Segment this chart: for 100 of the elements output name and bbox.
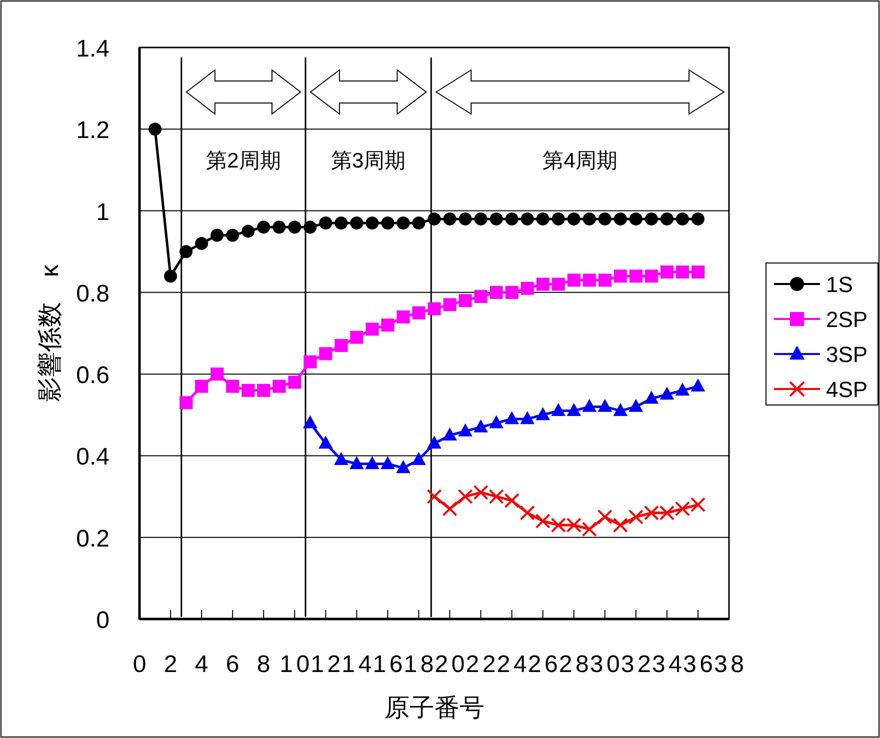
point	[428, 302, 441, 316]
y-axis-title: 影響係数 κ	[36, 264, 64, 402]
point	[458, 423, 472, 436]
point	[628, 398, 644, 412]
point	[644, 390, 659, 404]
point	[629, 212, 642, 226]
point	[396, 460, 410, 474]
point	[304, 220, 317, 234]
point	[458, 294, 472, 308]
y-tick-label: 0	[96, 607, 110, 634]
point	[567, 212, 580, 226]
point	[288, 220, 302, 234]
point	[272, 380, 286, 393]
point	[644, 212, 658, 226]
point	[490, 212, 503, 226]
point	[148, 122, 162, 136]
point	[272, 220, 286, 234]
point	[350, 330, 364, 344]
point	[691, 266, 704, 279]
x-tick-label: 16	[372, 651, 403, 678]
point	[674, 501, 690, 516]
point	[629, 270, 642, 283]
point	[660, 266, 674, 279]
x-tick-label: 2	[164, 651, 178, 678]
point	[474, 419, 488, 432]
point	[288, 376, 302, 389]
point	[628, 509, 644, 524]
point	[552, 278, 565, 291]
annotation: 第4周期	[542, 150, 618, 172]
x-tick-label: 32	[620, 651, 651, 678]
point	[505, 286, 518, 299]
point	[520, 411, 534, 424]
point	[210, 228, 224, 242]
point	[318, 436, 333, 449]
point	[302, 415, 318, 428]
point	[567, 274, 580, 287]
point	[582, 274, 596, 287]
point	[180, 396, 193, 410]
point	[380, 456, 395, 470]
point	[536, 212, 550, 226]
point	[334, 338, 348, 352]
x-tick-label: 10	[280, 651, 310, 678]
x-tick-label: 38	[714, 651, 744, 678]
x-tick-label: 20	[434, 651, 465, 678]
point	[458, 489, 473, 504]
point	[365, 456, 380, 470]
point	[242, 224, 255, 238]
point	[489, 415, 504, 428]
point	[490, 286, 503, 299]
point	[473, 484, 488, 500]
point	[164, 270, 178, 283]
x-tick-label: 6	[226, 651, 240, 678]
point	[690, 497, 706, 512]
point	[226, 380, 240, 393]
x-tick-label: 0	[132, 651, 146, 678]
point	[350, 456, 364, 470]
point	[210, 368, 224, 381]
point	[412, 452, 426, 465]
x-tick-label: 22	[466, 651, 496, 678]
point	[396, 216, 410, 230]
point	[242, 384, 255, 397]
x-tick-label: 28	[558, 651, 589, 678]
point	[334, 452, 348, 465]
y-tick-label: 0.8	[76, 280, 110, 308]
x-tick-label: 8	[256, 651, 270, 678]
point	[520, 505, 535, 520]
x-tick-label: 36	[682, 651, 713, 678]
x-tick-label: 24	[496, 651, 527, 678]
point	[520, 212, 534, 226]
annotation: 第3周期	[330, 150, 406, 172]
x-tick-label: 4	[194, 651, 208, 678]
x-tick-label: 12	[310, 651, 341, 678]
point	[474, 290, 488, 304]
point	[366, 322, 379, 336]
x-tick-label: 34	[652, 651, 682, 678]
point	[691, 212, 704, 226]
point	[520, 282, 534, 295]
legend-label: 4SP	[826, 377, 868, 402]
annotation: 第2周期	[206, 150, 281, 172]
point	[381, 318, 394, 332]
point	[644, 270, 658, 283]
point	[676, 212, 689, 226]
point	[180, 245, 193, 258]
y-tick-label: 0.4	[76, 444, 110, 471]
point	[257, 384, 270, 397]
x-axis-title: 原子番号	[384, 694, 484, 722]
point	[598, 398, 612, 412]
point	[660, 386, 674, 400]
y-tick-label: 1.2	[76, 117, 110, 144]
point	[504, 411, 519, 424]
point	[690, 378, 706, 392]
point	[381, 216, 394, 230]
x-tick-label: 18	[404, 651, 434, 678]
point	[675, 382, 690, 396]
point	[536, 407, 550, 420]
point	[350, 216, 364, 230]
point	[195, 380, 208, 393]
point	[613, 403, 628, 416]
y-tick-label: 1.4	[76, 36, 110, 62]
point	[612, 518, 628, 533]
